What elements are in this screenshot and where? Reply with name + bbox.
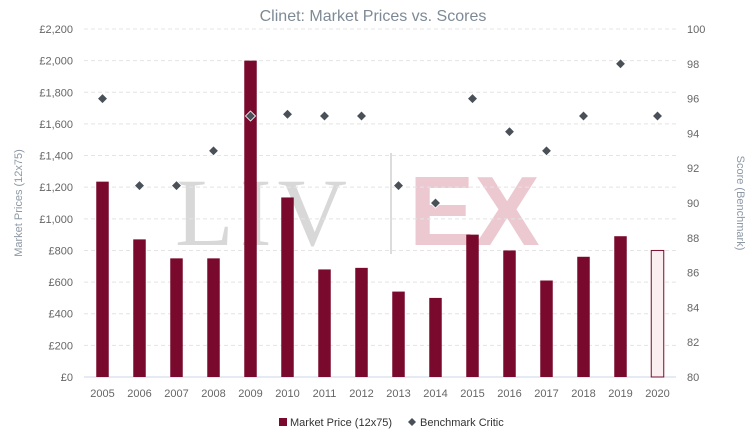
legend-label-benchmark-critic: Benchmark Critic — [420, 417, 504, 429]
markers — [96, 58, 664, 209]
left-axis-ticks: £0 £200 £400 £600 £800 £1,000 £1,200 £1,400 £1,6… — [39, 24, 73, 384]
score-point[interactable] — [207, 145, 220, 157]
x-tick-label: 2008 — [201, 388, 225, 400]
bar[interactable] — [650, 249, 665, 378]
x-tick-label: 2009 — [238, 388, 262, 400]
score-point[interactable] — [133, 180, 146, 192]
left-tick-label: £1,400 — [39, 151, 73, 163]
score-point[interactable] — [466, 93, 479, 105]
x-tick-label: 2010 — [275, 388, 299, 400]
bar[interactable] — [133, 239, 146, 377]
x-tick-label: 2016 — [497, 388, 521, 400]
x-tick-label: 2013 — [386, 388, 410, 400]
right-tick-label: 100 — [687, 24, 705, 36]
score-point[interactable] — [244, 110, 257, 122]
legend-swatch-diamond — [408, 418, 416, 426]
watermark-left-text: LIV — [175, 159, 353, 266]
legend-item-market-price[interactable]: Market Price (12x75) — [279, 417, 392, 429]
x-tick-label: 2020 — [645, 388, 669, 400]
score-point[interactable] — [614, 58, 627, 70]
right-tick-label: 80 — [687, 372, 699, 384]
left-tick-label: £1,800 — [39, 87, 73, 99]
chart-title: Clinet: Market Prices vs. Scores — [260, 8, 487, 25]
right-axis-title: Score (Benchmark) — [734, 156, 746, 251]
right-tick-label: 84 — [687, 302, 699, 314]
left-tick-label: £2,200 — [39, 24, 73, 36]
x-tick-label: 2017 — [534, 388, 558, 400]
score-point[interactable] — [96, 93, 109, 105]
bar[interactable] — [540, 280, 553, 377]
right-tick-label: 96 — [687, 94, 699, 106]
left-tick-label: £0 — [61, 372, 73, 384]
bar[interactable] — [614, 236, 627, 377]
x-axis-ticks: 2005 2006 2007 2008 2009 2010 2011 2012 2013 2014… — [90, 388, 669, 400]
left-tick-label: £800 — [49, 245, 73, 257]
right-tick-label: 94 — [687, 128, 699, 140]
score-point[interactable] — [392, 180, 405, 192]
left-tick-label: £2,000 — [39, 56, 73, 68]
right-tick-label: 82 — [687, 337, 699, 349]
legend-label-market-price: Market Price (12x75) — [290, 417, 392, 429]
bar[interactable] — [355, 267, 368, 377]
score-point[interactable] — [355, 110, 368, 122]
score-point[interactable] — [318, 110, 331, 122]
bar[interactable] — [392, 291, 405, 377]
bar[interactable] — [318, 269, 331, 377]
legend: Market Price (12x75) Benchmark Critic — [279, 417, 504, 429]
x-tick-label: 2006 — [127, 388, 151, 400]
bar[interactable] — [170, 258, 183, 377]
score-point[interactable] — [503, 126, 516, 138]
right-tick-label: 88 — [687, 233, 699, 245]
bar[interactable] — [244, 60, 257, 378]
bars — [96, 60, 665, 378]
x-tick-label: 2014 — [423, 388, 447, 400]
legend-swatch-bar — [279, 418, 287, 426]
bar[interactable] — [207, 258, 220, 377]
bar[interactable] — [96, 181, 109, 377]
livex-watermark-logo: LIV EX — [175, 153, 540, 266]
x-tick-label: 2007 — [164, 388, 188, 400]
right-tick-label: 92 — [687, 163, 699, 175]
left-tick-label: £1,200 — [39, 182, 73, 194]
right-tick-label: 90 — [687, 198, 699, 210]
left-tick-label: £1,600 — [39, 119, 73, 131]
legend-item-benchmark-critic[interactable]: Benchmark Critic — [408, 417, 504, 429]
left-tick-label: £600 — [49, 277, 73, 289]
left-tick-label: £200 — [49, 340, 73, 352]
x-tick-label: 2019 — [608, 388, 632, 400]
left-tick-label: £1,000 — [39, 214, 73, 226]
score-point[interactable] — [429, 197, 442, 209]
bar[interactable] — [503, 250, 516, 377]
score-point[interactable] — [577, 110, 590, 122]
score-point[interactable] — [281, 108, 294, 120]
right-tick-label: 98 — [687, 59, 699, 71]
right-axis-ticks: 80 82 84 86 88 90 92 94 96 98 100 — [687, 24, 705, 384]
score-point[interactable] — [170, 180, 183, 192]
score-point[interactable] — [651, 110, 664, 122]
right-tick-label: 86 — [687, 268, 699, 280]
x-tick-label: 2011 — [313, 388, 337, 400]
bar[interactable] — [466, 234, 479, 377]
bar[interactable] — [281, 197, 294, 377]
left-tick-label: £400 — [49, 309, 73, 321]
bar[interactable] — [429, 297, 442, 377]
score-point[interactable] — [540, 145, 553, 157]
x-tick-label: 2012 — [349, 388, 373, 400]
x-tick-label: 2005 — [90, 388, 114, 400]
x-tick-label: 2018 — [571, 388, 595, 400]
left-axis-title: Market Prices (12x75) — [13, 149, 25, 257]
bar[interactable] — [577, 256, 590, 377]
x-tick-label: 2015 — [460, 388, 484, 400]
